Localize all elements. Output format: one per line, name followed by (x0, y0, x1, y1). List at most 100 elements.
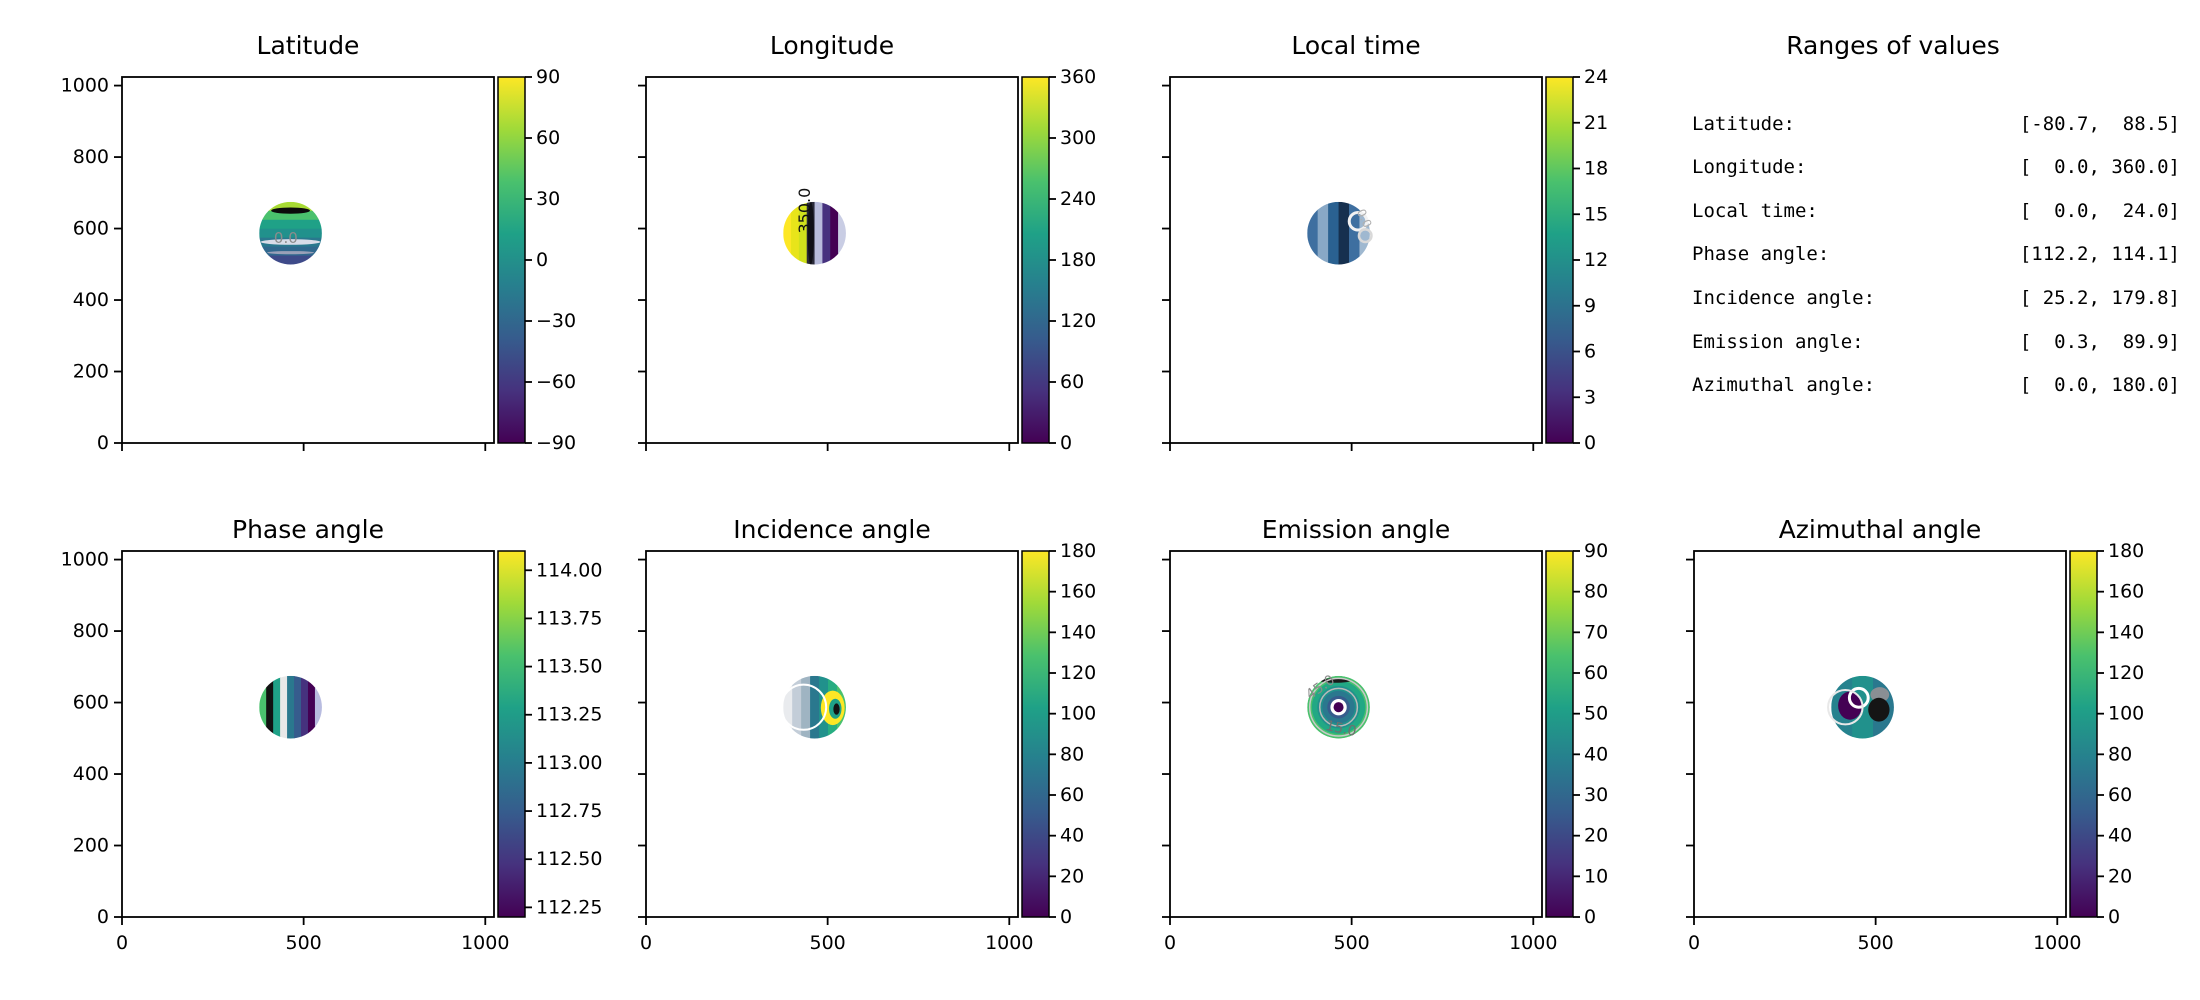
colorbar-tick-label: 60 (2108, 784, 2132, 806)
colorbar-tick-label: 100 (1060, 703, 1096, 725)
colorbar-tick-label: 20 (1584, 825, 1608, 847)
colorbar-tick-label: 160 (2108, 581, 2144, 603)
panel-title-longitude: Longitude (769, 31, 895, 60)
contour-band (1338, 201, 1350, 265)
contour-line (1347, 211, 1369, 232)
contour-band (259, 255, 322, 265)
x-tick-label: 1000 (1509, 932, 1557, 954)
colorbar-tick-label: 114.00 (536, 559, 602, 581)
colorbar-tick-label: 0 (1584, 906, 1596, 928)
colorbar-tick-label: 40 (1060, 825, 1084, 847)
colorbar-tick-label: 90 (536, 66, 560, 88)
colorbar-tick-label: 9 (1584, 295, 1596, 317)
range-value: [ 0.0, 24.0] (2019, 199, 2180, 222)
colorbar-tick-label: 180 (1060, 540, 1096, 562)
contour-feature (1868, 697, 1890, 722)
contour-band (259, 201, 322, 212)
panel-azimuthal_angle: 0 500 1000 180 160 140 120 100 80 60 40 20 0 (1686, 540, 2144, 954)
colorbar-tick-label: 112.50 (536, 848, 602, 870)
contour-band (307, 675, 316, 739)
colorbar-tick-label: 180 (1060, 249, 1096, 271)
contour-band (798, 201, 808, 265)
x-tick-label: 0 (640, 932, 652, 954)
colorbar-tick-label: 3 (1584, 386, 1596, 408)
colorbar-tick-label: 113.50 (536, 656, 602, 678)
contour-feature (271, 207, 310, 214)
plot-box (121, 76, 495, 444)
range-row-6: Azimuthal angle: [ 0.0, 180.0] (1692, 373, 2180, 397)
colorbar-tick-label: −30 (536, 310, 576, 332)
colorbar-incidence_angle (1021, 550, 1050, 918)
colorbar-tick-label: 60 (536, 127, 560, 149)
colorbar-longitude (1021, 76, 1050, 444)
colorbar-tick-label: 80 (2108, 743, 2132, 765)
range-row-0: Latitude: [-80.7, 88.5] (1692, 112, 2180, 136)
contour-band (259, 219, 322, 230)
planet-disk-longitude (783, 201, 846, 265)
colorbar-tick-label: 360 (1060, 66, 1096, 88)
contour-line (1357, 228, 1373, 244)
range-label: Incidence angle: (1692, 286, 1876, 309)
x-tick-label: 500 (810, 932, 846, 954)
contour-line (780, 683, 828, 731)
colorbar-tick-label: 0 (1060, 906, 1072, 928)
panel-title-incidence-angle: Incidence angle (733, 515, 931, 544)
contour-band (810, 675, 820, 739)
colorbar-tick-label: 180 (2108, 540, 2144, 562)
x-tick-label: 1000 (2033, 932, 2081, 954)
colorbar-tick-label: 120 (2108, 662, 2144, 684)
contour-band (791, 201, 800, 265)
contour-label: 350.0 (795, 188, 814, 234)
colorbar-tick-label: 120 (1060, 662, 1096, 684)
contour-band (314, 675, 322, 739)
contour-band (838, 201, 846, 265)
colorbar-tick-label: 80 (1584, 581, 1608, 603)
colorbar-tick-label: 24 (1584, 66, 1608, 88)
x-tick-label: 0 (1688, 932, 1700, 954)
plot-box (645, 76, 1019, 444)
plot-box (1169, 76, 1543, 444)
contour-band (273, 675, 281, 739)
range-label: Latitude: (1692, 112, 1795, 135)
x-tick-label: 500 (286, 932, 322, 954)
colorbar-tick-label: 100 (2108, 703, 2144, 725)
y-tick-label: 400 (73, 763, 109, 785)
contour-feature (260, 239, 321, 245)
contour-band (259, 228, 322, 239)
panel-longitude: 360 300 240 180 120 60 0 350.0 (638, 66, 1096, 454)
x-tick-label: 1000 (461, 932, 509, 954)
colorbar-tick-label: 60 (1584, 662, 1608, 684)
colorbar-tick-label: 90 (1584, 540, 1608, 562)
x-tick-label: 0 (116, 932, 128, 954)
colorbar-tick-label: 20 (2108, 865, 2132, 887)
y-tick-label: 600 (73, 218, 109, 240)
panel-phase_angle: 0 500 1000 0 200 400 600 800 1000 114.00 113.75 113… (61, 549, 603, 954)
contour-band (280, 675, 288, 739)
contour-band (792, 675, 802, 739)
y-tick-label: 0 (97, 906, 109, 928)
x-tick-label: 0 (1164, 932, 1176, 954)
y-tick-label: 1000 (61, 75, 109, 97)
colorbar-tick-label: 80 (1060, 743, 1084, 765)
contour-band (259, 210, 322, 221)
range-row-5: Emission angle: [ 0.3, 89.9] (1692, 330, 2180, 354)
contour-band (287, 675, 295, 739)
contour-line (1319, 687, 1359, 727)
contour-feature (807, 201, 814, 265)
panel-title-phase-angle: Phase angle (232, 515, 384, 544)
colorbar-emission_angle (1545, 550, 1574, 918)
contour-band (1349, 201, 1361, 265)
planet-disk-phase_angle (259, 675, 322, 739)
contour-band (1307, 201, 1319, 265)
colorbar-tick-label: 21 (1584, 112, 1608, 134)
range-label: Azimuthal angle: (1692, 374, 1876, 397)
range-value: [ 0.3, 89.9] (2019, 330, 2180, 353)
plot-box (1169, 550, 1543, 918)
contour-line (1308, 677, 1369, 737)
colorbar-tick-label: 15 (1584, 203, 1608, 225)
contour-band (822, 201, 831, 265)
contour-feature (1838, 691, 1862, 720)
planet-disk-latitude (259, 201, 322, 265)
range-row-4: Incidence angle: [ 25.2, 179.8] (1692, 286, 2180, 310)
